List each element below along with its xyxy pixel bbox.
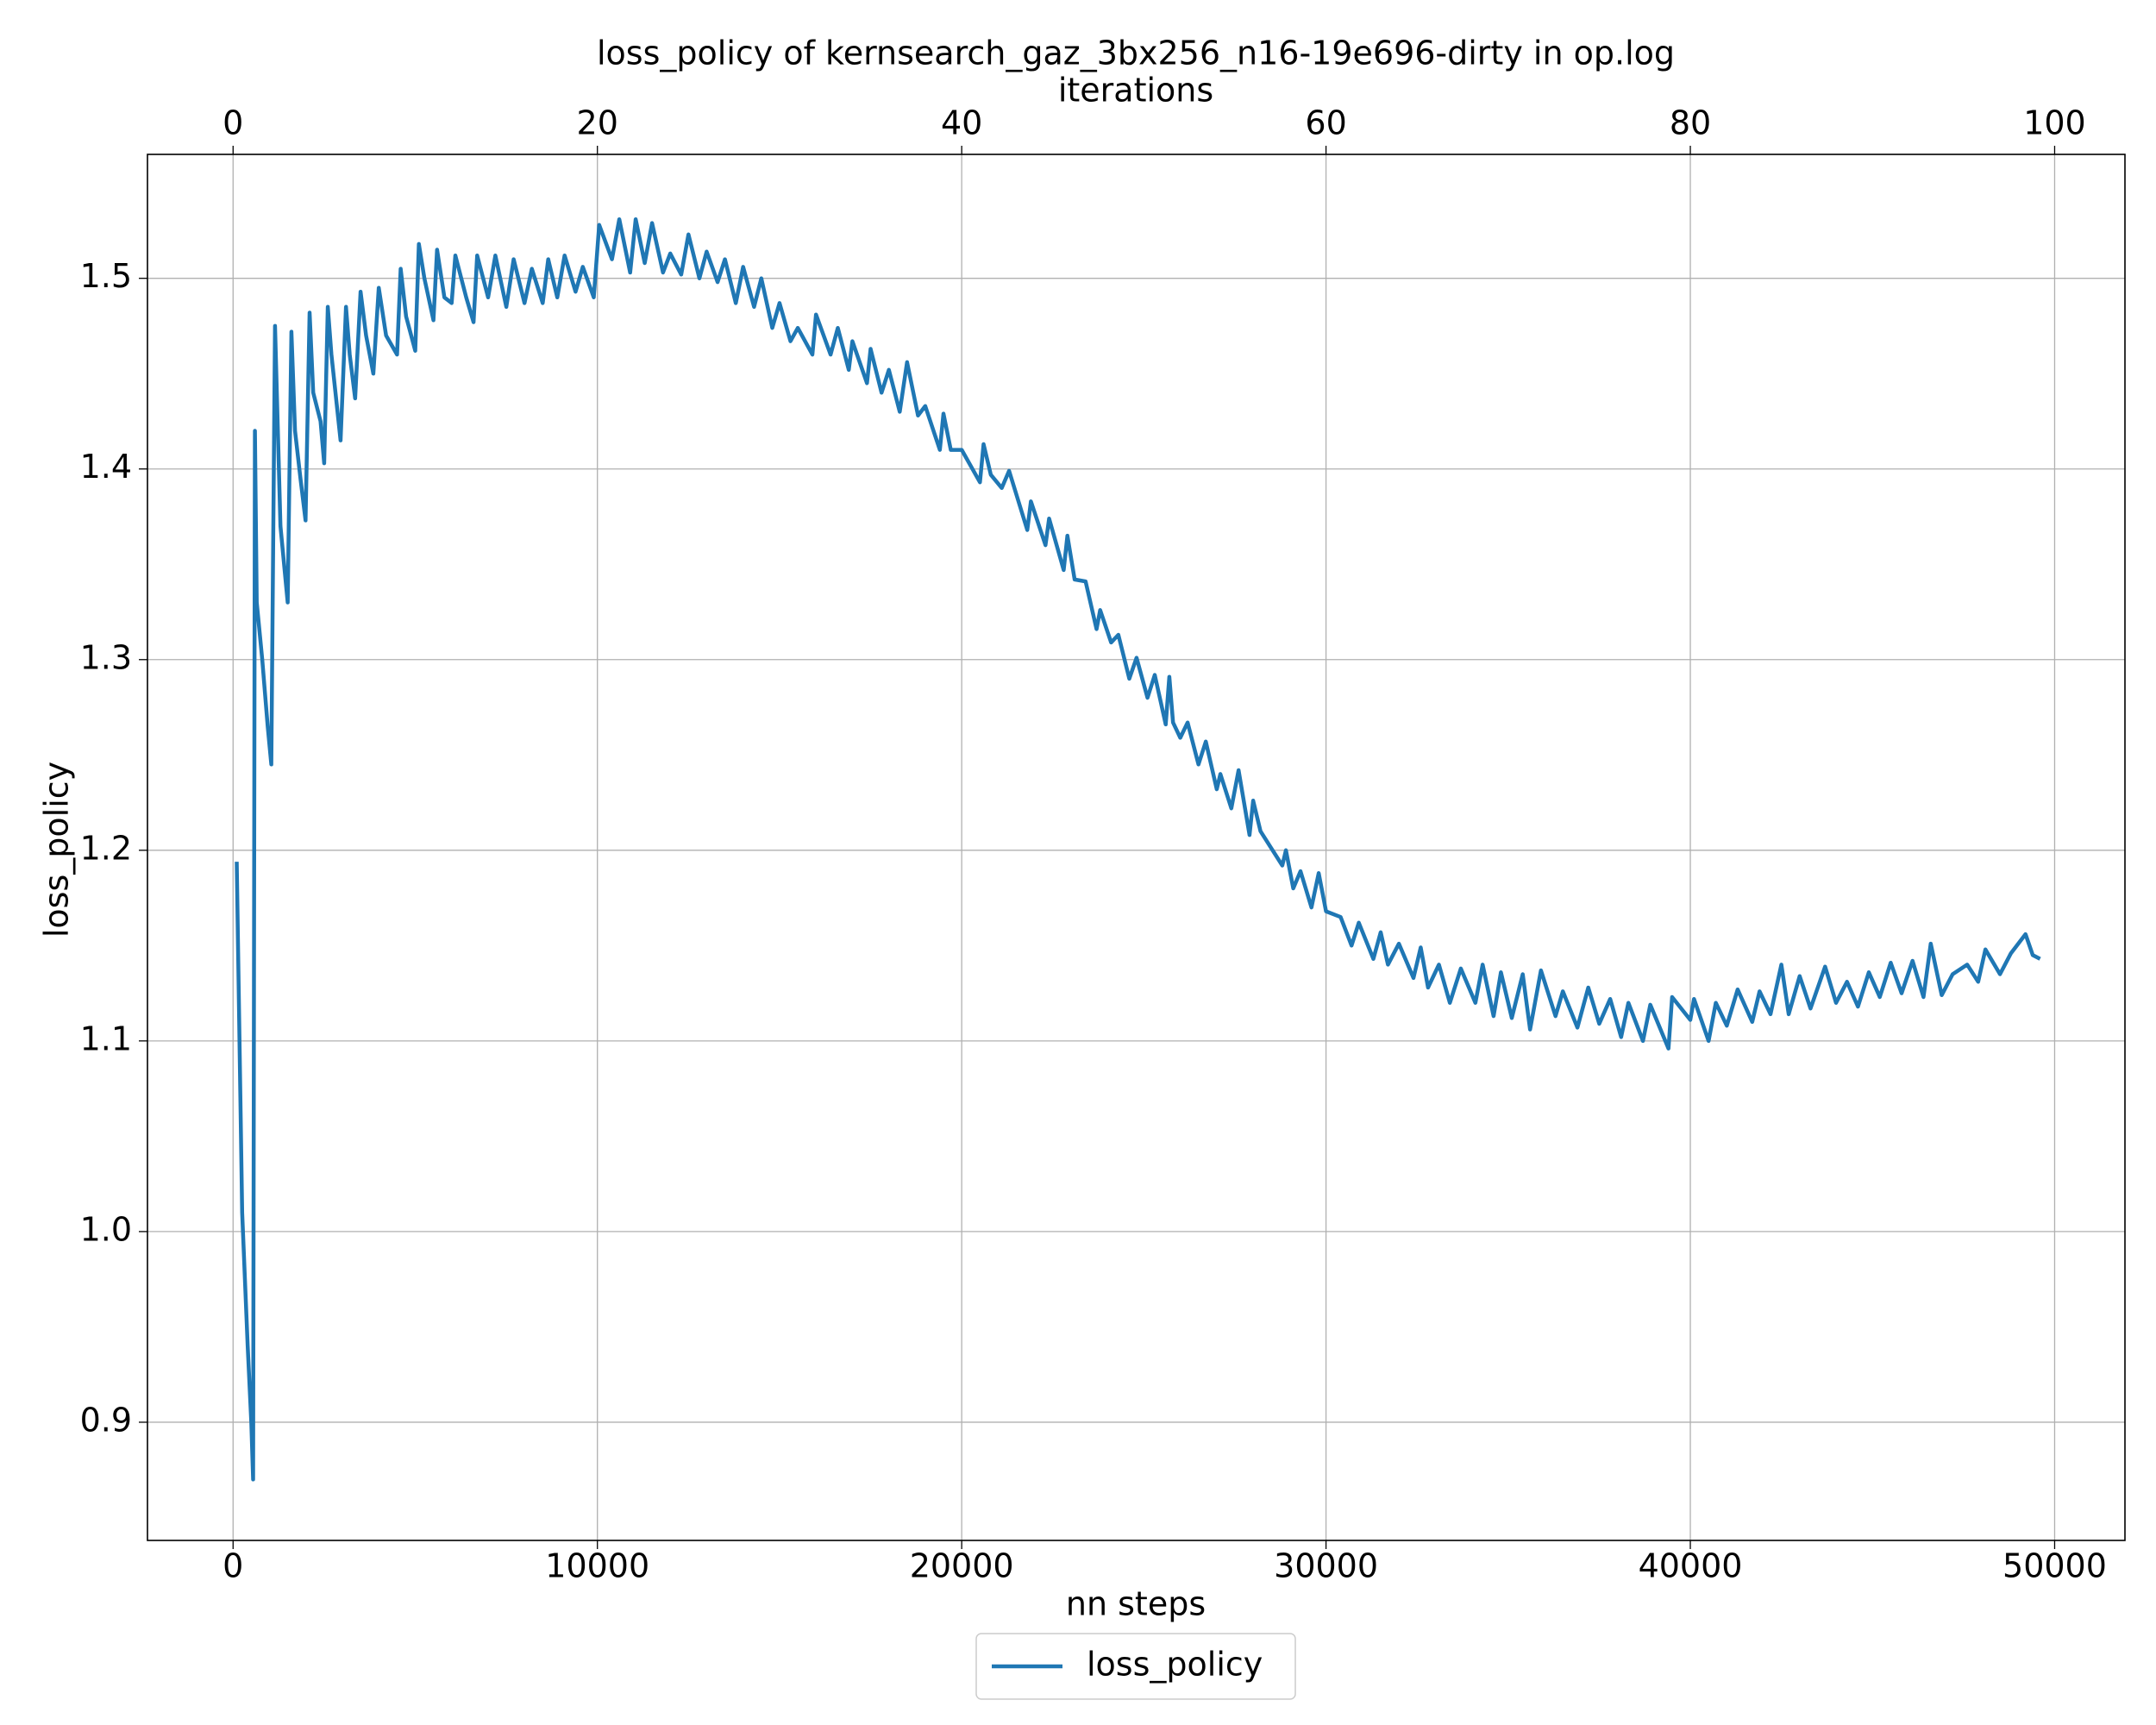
y-axis-label: loss_policy xyxy=(38,762,76,938)
x2-tick-label: 40 xyxy=(941,104,982,142)
y-tick-label: 1.3 xyxy=(80,638,132,676)
x2-tick-label: 100 xyxy=(2023,104,2086,142)
y-tick-label: 1.2 xyxy=(80,829,132,867)
legend-label: loss_policy xyxy=(1087,1646,1263,1684)
x-tick-label: 50000 xyxy=(2002,1547,2107,1585)
x-tick-label: 20000 xyxy=(910,1547,1014,1585)
x2-tick-label: 80 xyxy=(1670,104,1711,142)
y-tick-label: 1.1 xyxy=(80,1019,132,1057)
x2-tick-label: 60 xyxy=(1305,104,1346,142)
x-tick-label: 30000 xyxy=(1274,1547,1378,1585)
y-tick-label: 0.9 xyxy=(80,1401,132,1439)
x2-tick-label: 20 xyxy=(577,104,618,142)
y-tick-label: 1.4 xyxy=(80,448,132,486)
x-tick-label: 40000 xyxy=(1639,1547,1743,1585)
x2-axis-label: iterations xyxy=(1058,72,1213,110)
x-axis-label: nn steps xyxy=(1066,1585,1206,1623)
line xyxy=(235,216,2041,1482)
x2-tick-label: 0 xyxy=(222,104,243,142)
y-tick-label: 1.0 xyxy=(80,1210,132,1248)
x-tick-label: 10000 xyxy=(545,1547,649,1585)
chart-title: loss_policy of kernsearch_gaz_3bx256_n16… xyxy=(597,34,1675,72)
y-tick-label: 1.5 xyxy=(80,257,132,295)
plot-frame xyxy=(147,154,2126,1541)
x-tick-label: 0 xyxy=(222,1547,243,1585)
legend-box xyxy=(975,1633,1296,1700)
